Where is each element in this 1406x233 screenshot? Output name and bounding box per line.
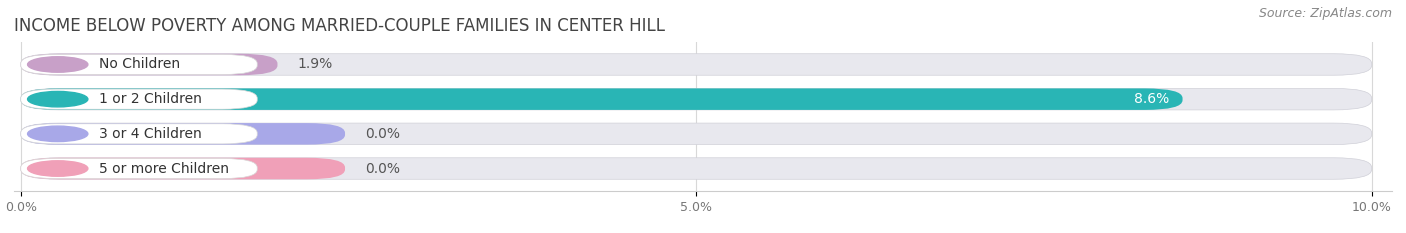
FancyBboxPatch shape xyxy=(21,55,257,75)
FancyBboxPatch shape xyxy=(21,89,257,109)
Text: Source: ZipAtlas.com: Source: ZipAtlas.com xyxy=(1258,7,1392,20)
FancyBboxPatch shape xyxy=(21,123,344,145)
Text: 1 or 2 Children: 1 or 2 Children xyxy=(98,92,201,106)
Circle shape xyxy=(28,161,87,176)
FancyBboxPatch shape xyxy=(21,123,1372,145)
FancyBboxPatch shape xyxy=(21,54,1372,75)
FancyBboxPatch shape xyxy=(21,158,344,179)
FancyBboxPatch shape xyxy=(21,158,257,178)
Text: No Children: No Children xyxy=(98,58,180,72)
FancyBboxPatch shape xyxy=(21,158,1372,179)
Circle shape xyxy=(28,57,87,72)
Circle shape xyxy=(28,126,87,142)
Text: 0.0%: 0.0% xyxy=(366,127,401,141)
Text: 0.0%: 0.0% xyxy=(366,161,401,175)
Text: 8.6%: 8.6% xyxy=(1133,92,1168,106)
Text: 1.9%: 1.9% xyxy=(298,58,333,72)
FancyBboxPatch shape xyxy=(21,124,257,144)
FancyBboxPatch shape xyxy=(21,88,1372,110)
FancyBboxPatch shape xyxy=(21,54,277,75)
FancyBboxPatch shape xyxy=(21,88,1182,110)
Text: 5 or more Children: 5 or more Children xyxy=(98,161,229,175)
Circle shape xyxy=(28,91,87,107)
Text: INCOME BELOW POVERTY AMONG MARRIED-COUPLE FAMILIES IN CENTER HILL: INCOME BELOW POVERTY AMONG MARRIED-COUPL… xyxy=(14,17,665,35)
Text: 3 or 4 Children: 3 or 4 Children xyxy=(98,127,201,141)
